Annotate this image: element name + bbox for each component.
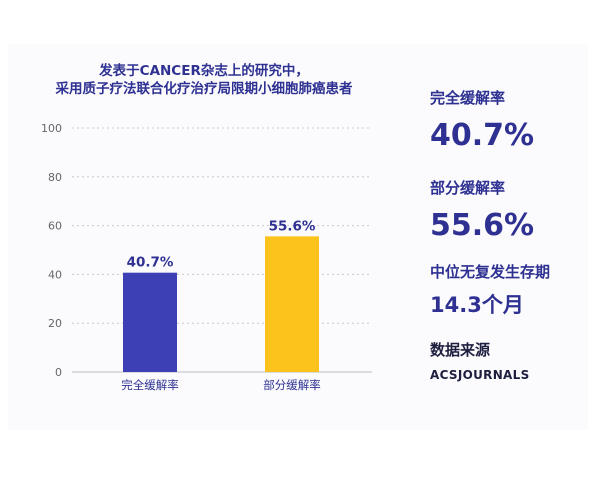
y-tick-label: 80 bbox=[48, 171, 62, 184]
complete-response-label: 完全缓解率 bbox=[430, 89, 506, 107]
partial-response-value: 55.6% bbox=[430, 208, 535, 243]
median-rfs-value: 14.3个月 bbox=[430, 293, 524, 317]
source-value: ACSJOURNALS bbox=[430, 368, 530, 382]
bar bbox=[123, 272, 177, 372]
chart-title-line-2: 采用质子疗法联合化疗治疗局限期小细胞肺癌患者 bbox=[55, 81, 353, 97]
partial-response-label: 部分缓解率 bbox=[430, 179, 506, 197]
y-tick-label: 20 bbox=[48, 317, 62, 330]
y-tick-label: 100 bbox=[41, 122, 62, 135]
y-tick-label: 60 bbox=[48, 220, 62, 233]
chart-title-line-1: 发表于CANCER杂志上的研究中， bbox=[99, 63, 309, 79]
source-label: 数据来源 bbox=[430, 341, 491, 359]
x-tick-label: 完全缓解率 bbox=[121, 378, 179, 392]
data-label: 40.7% bbox=[127, 255, 174, 271]
complete-response-value: 40.7% bbox=[430, 118, 535, 153]
x-tick-label: 部分缓解率 bbox=[263, 378, 321, 392]
bar bbox=[265, 236, 319, 372]
median-rfs-label: 中位无复发生存期 bbox=[430, 263, 551, 281]
chart-title: 发表于CANCER杂志上的研究中， 采用质子疗法联合化疗治疗局限期小细胞肺癌患者 bbox=[36, 62, 372, 98]
stats-panel: 完全缓解率 40.7% 部分缓解率 55.6% 中位无复发生存期 14.3个月 … bbox=[430, 88, 595, 382]
y-tick-label: 40 bbox=[48, 268, 62, 281]
y-tick-label: 0 bbox=[55, 366, 62, 379]
data-label: 55.6% bbox=[269, 218, 316, 234]
